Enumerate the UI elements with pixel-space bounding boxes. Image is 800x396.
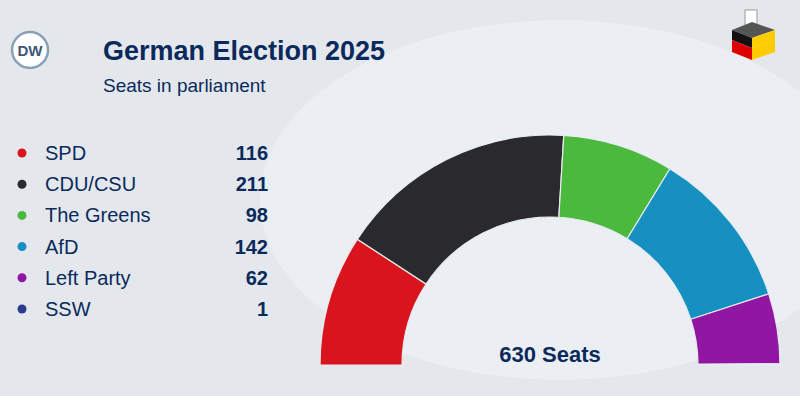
total-label: 630 Seats (499, 342, 601, 367)
ballot-icon (732, 10, 775, 60)
logo (12, 32, 48, 68)
legend-value: 1 (257, 298, 268, 320)
legend-label: Left Party (45, 267, 131, 289)
arc-segment (698, 364, 780, 365)
legend-swatch (18, 180, 27, 189)
arc-segment (357, 135, 563, 284)
ballot-gold2 (752, 40, 775, 60)
legend-swatch (18, 149, 27, 158)
legend-swatch (18, 305, 27, 314)
legend-swatch (18, 211, 27, 220)
legend-swatch (18, 242, 27, 251)
legend-value: 211 (236, 173, 268, 195)
legend-value: 98 (246, 204, 268, 226)
chart: DW German Election 2025 Seats in parliamen… (0, 0, 800, 396)
arc-segment (691, 294, 780, 364)
legend-label: The Greens (45, 204, 151, 226)
legend-swatch (18, 273, 27, 282)
subtitle: Seats in parliament (103, 75, 266, 96)
legend-label: SPD (45, 142, 86, 164)
legend-label: SSW (45, 298, 91, 320)
legend-value: 62 (246, 267, 268, 289)
logo-text: DW (18, 42, 44, 59)
arcs (320, 135, 780, 365)
legend-label: AfD (45, 236, 78, 258)
ballot-red (732, 40, 752, 60)
arc-segment (627, 169, 769, 320)
background-glow (260, 20, 800, 380)
legend-label: CDU/CSU (45, 173, 136, 195)
title: German Election 2025 (103, 36, 385, 66)
legend-value: 116 (236, 142, 268, 164)
legend-value: 142 (235, 236, 268, 258)
